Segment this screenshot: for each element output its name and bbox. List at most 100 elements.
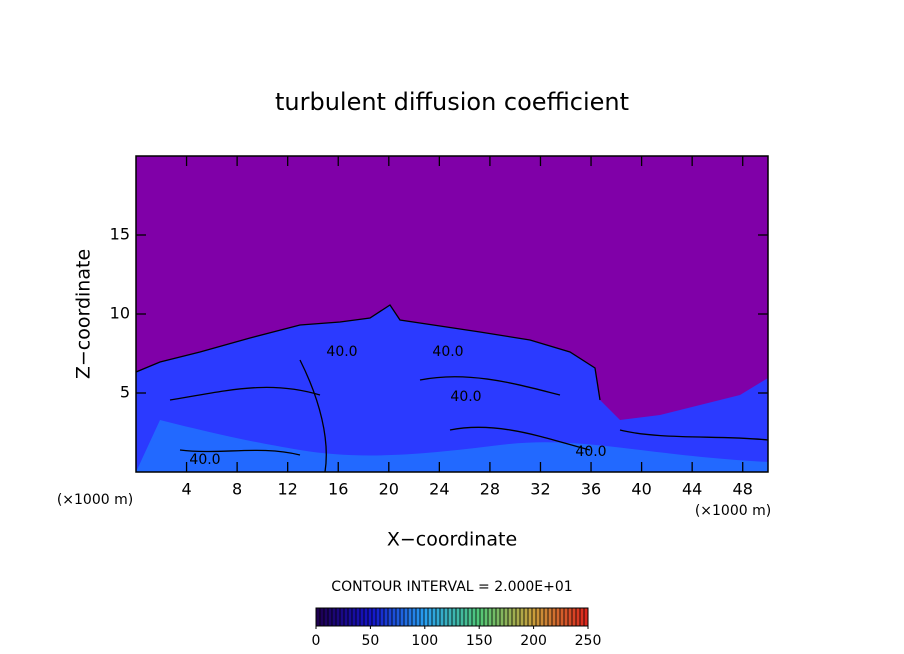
y-tick-label: 15 [110,225,130,244]
y-tick-label: 10 [110,304,130,323]
y-tick-label: 5 [120,383,130,402]
colorbar-cell [388,608,392,626]
colorbar-cell [400,608,404,626]
colorbar-cell [420,608,424,626]
colorbar-cell [412,608,416,626]
x-tick-label: 8 [232,480,242,499]
colorbar-cell [416,608,420,626]
colorbar-cell [384,608,388,626]
colorbar-cell [328,608,332,626]
x-tick-label: 16 [328,480,348,499]
colorbar-cell [460,608,464,626]
contour-label: 40.0 [189,452,220,468]
colorbar-tick-label: 200 [520,633,547,649]
colorbar-tick-label: 0 [312,633,321,649]
colorbar-cell [572,608,576,626]
colorbar-cell [348,608,352,626]
colorbar-cell [556,608,560,626]
colorbar-cell [456,608,460,626]
contour-label: 40.0 [326,344,357,360]
colorbar-tick-label: 50 [361,633,379,649]
colorbar-cell [432,608,436,626]
colorbar-cell [584,608,588,626]
turbulent-core [136,420,768,472]
x-tick-label: 40 [631,480,651,499]
colorbar-cell [548,608,552,626]
colorbar-cell [392,608,396,626]
colorbar-cell [316,608,320,626]
x-axis-label: X−coordinate [387,529,517,551]
x-tick-label: 24 [429,480,449,499]
colorbar-cell [544,608,548,626]
colorbar-cell [488,608,492,626]
x-tick-label: 32 [530,480,550,499]
contour-label: 40.0 [450,389,481,405]
colorbar-cell [524,608,528,626]
colorbar-tick-label: 250 [575,633,602,649]
colorbar-cell [508,608,512,626]
colorbar-cell [552,608,556,626]
colorbar-cell [404,608,408,626]
x-tick-label: 48 [733,480,753,499]
colorbar-cell [580,608,584,626]
colorbar-cell [332,608,336,626]
colorbar-cell [428,608,432,626]
y-axis-label: Z−coordinate [73,249,95,379]
x-tick-label: 12 [278,480,298,499]
colorbar-cell [368,608,372,626]
colorbar-cell [408,608,412,626]
colorbar-cell [472,608,476,626]
chart-title: turbulent diffusion coefficient [275,88,629,116]
colorbar-cell [324,608,328,626]
colorbar-frame [315,607,589,627]
colorbar-cell [536,608,540,626]
colorbar-cell [444,608,448,626]
colorbar-cell [340,608,344,626]
turbulent-region [136,305,768,472]
x-tick-label: 4 [181,480,191,499]
colorbar-cell [576,608,580,626]
contour-label: 40.0 [432,344,463,360]
colorbar-cell [532,608,536,626]
colorbar-cell [356,608,360,626]
colorbar-cell [484,608,488,626]
colorbar-cell [336,608,340,626]
colorbar-cell [372,608,376,626]
colorbar-cell [520,608,524,626]
colorbar-cell [320,608,324,626]
colorbar-cell [540,608,544,626]
x-tick-label: 36 [581,480,601,499]
colorbar-cell [528,608,532,626]
x-tick-label: 28 [480,480,500,499]
colorbar-cell [440,608,444,626]
colorbar-cell [500,608,504,626]
colorbar-cell [492,608,496,626]
colorbar-cell [396,608,400,626]
colorbar-cell [376,608,380,626]
colorbar-cell [452,608,456,626]
colorbar-cell [436,608,440,626]
x-tick-label: 44 [682,480,702,499]
colorbar-cell [480,608,484,626]
colorbar-cell [464,608,468,626]
contour-label: 40.0 [575,444,606,460]
colorbar-cell [352,608,356,626]
colorbar-cell [476,608,480,626]
colorbar-cell [496,608,500,626]
colorbar-tick-label: 100 [411,633,438,649]
colorbar-cell [380,608,384,626]
y-unit: (×1000 m) [57,492,133,508]
colorbar-cell [364,608,368,626]
colorbar-cell [564,608,568,626]
colorbar-tick-label: 150 [466,633,493,649]
colorbar-cell [504,608,508,626]
x-unit: (×1000 m) [695,503,771,519]
colorbar-cell [360,608,364,626]
contour-line [135,304,769,473]
colorbar-cell [560,608,564,626]
colorbar-cell [344,608,348,626]
colorbar-cell [424,608,428,626]
colorbar-cell [512,608,516,626]
colorbar-cell [448,608,452,626]
